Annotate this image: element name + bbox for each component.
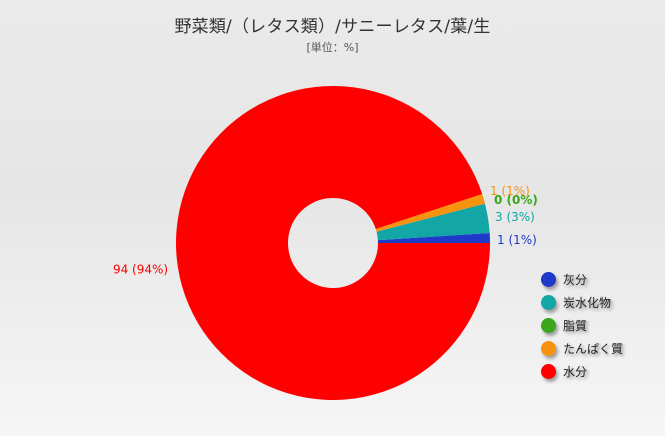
legend-item-1[interactable]: 炭水化物 bbox=[541, 291, 623, 314]
legend-label: 脂質 bbox=[563, 319, 588, 333]
chart-legend: 灰分炭水化物脂質たんぱく質水分 bbox=[541, 268, 623, 383]
data-label-2: 0 (0%) bbox=[494, 193, 538, 207]
legend-item-2[interactable]: 脂質 bbox=[541, 314, 623, 337]
legend-swatch bbox=[541, 364, 556, 379]
data-label-4: 94 (94%) bbox=[113, 262, 168, 276]
legend-item-4[interactable]: 水分 bbox=[541, 360, 623, 383]
legend-label: たんぱく質 bbox=[563, 342, 624, 356]
legend-label: 水分 bbox=[563, 365, 588, 379]
chart-title: 野菜類/（レタス類）/サニーレタス/葉/生 bbox=[174, 17, 491, 37]
legend-label: 灰分 bbox=[563, 273, 588, 287]
legend-item-3[interactable]: たんぱく質 bbox=[541, 337, 623, 360]
chart-subtitle: [単位：%] bbox=[306, 41, 359, 54]
slice-0[interactable] bbox=[377, 233, 490, 243]
data-label-1: 3 (3%) bbox=[495, 210, 535, 224]
legend-swatch bbox=[541, 272, 556, 287]
data-label-0: 1 (1%) bbox=[497, 233, 537, 247]
legend-swatch bbox=[541, 318, 556, 333]
slice-4[interactable] bbox=[175, 86, 490, 401]
legend-swatch bbox=[541, 341, 556, 356]
data-label-3: 1 (1%) bbox=[490, 184, 530, 198]
slice-3[interactable] bbox=[375, 194, 485, 232]
slice-1[interactable] bbox=[376, 203, 490, 241]
legend-swatch bbox=[541, 295, 556, 310]
legend-item-0[interactable]: 灰分 bbox=[541, 268, 623, 291]
legend-label: 炭水化物 bbox=[563, 296, 612, 310]
